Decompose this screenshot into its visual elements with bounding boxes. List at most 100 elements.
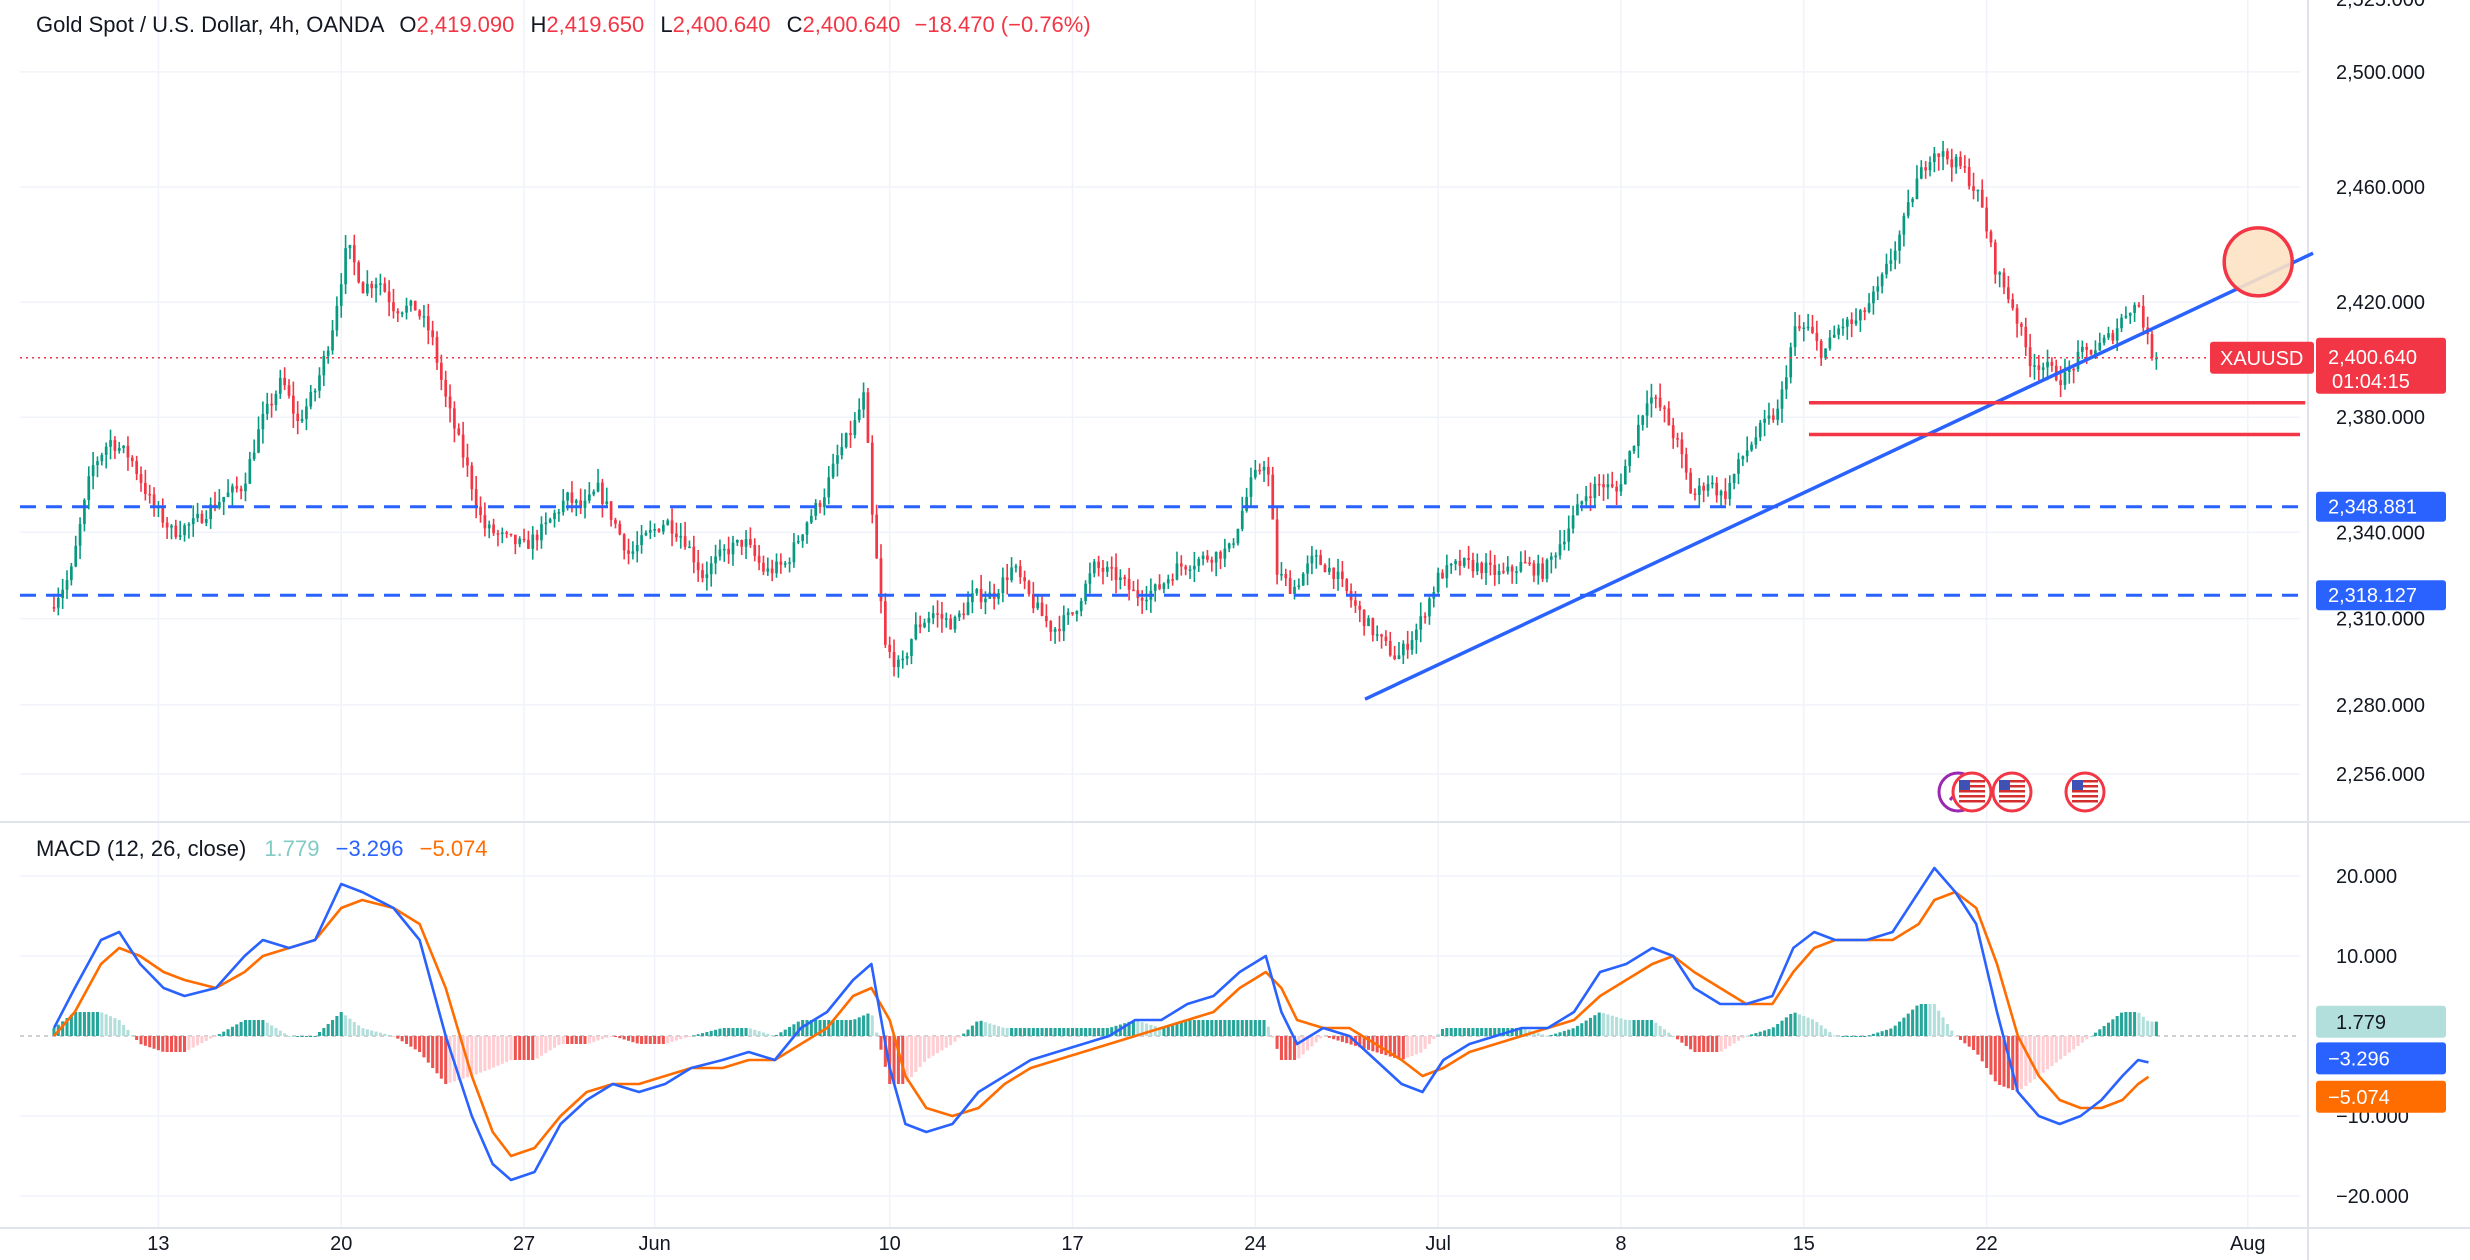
candle-body xyxy=(1441,572,1444,579)
candle-body xyxy=(1850,319,1854,324)
macd-histogram-bar xyxy=(1554,1033,1558,1036)
candle-body xyxy=(1584,496,1588,502)
macd-histogram-bar xyxy=(879,1036,883,1050)
macd-histogram-bar xyxy=(848,1020,853,1036)
symbol-title[interactable]: Gold Spot / U.S. Dollar, 4h, OANDA xyxy=(36,12,384,37)
candle-body xyxy=(2076,351,2080,370)
macd-histogram-bar xyxy=(1088,1028,1092,1036)
candle-body xyxy=(766,568,770,572)
macd-histogram-bar xyxy=(217,1034,221,1036)
macd-histogram-bar xyxy=(361,1028,365,1036)
macd-histogram-bar xyxy=(1597,1012,1601,1036)
macd-histogram-bar xyxy=(87,1012,91,1036)
candle-body xyxy=(592,491,596,495)
candle-body xyxy=(801,534,804,541)
candle-body xyxy=(1262,466,1266,471)
candle-body xyxy=(1684,454,1688,473)
macd-histogram-bar xyxy=(156,1036,160,1051)
candle-body xyxy=(1201,555,1205,560)
macd-histogram-bar xyxy=(1950,1030,1954,1036)
macd-histogram-bar xyxy=(653,1036,657,1044)
price-axis[interactable]: 2,500.000 2,460.000 2,420.000 2,380.000 2,34… xyxy=(2336,0,2425,1208)
economic-events[interactable] xyxy=(1937,771,2106,813)
candle-body xyxy=(392,302,395,312)
candle-body xyxy=(1859,310,1862,321)
candle-body xyxy=(1284,573,1288,579)
candle-body xyxy=(1654,397,1658,399)
macd-histogram-bar xyxy=(370,1030,374,1036)
candle-body xyxy=(661,524,665,532)
candle-body xyxy=(844,433,848,448)
macd-histogram-bar xyxy=(692,1035,696,1037)
macd-histogram-bar xyxy=(870,1015,874,1036)
macd-histogram-bar xyxy=(1110,1027,1114,1036)
macd-histogram-bar xyxy=(748,1028,752,1036)
candle-body xyxy=(1031,594,1035,609)
macd-title[interactable]: MACD (12, 26, close) xyxy=(36,836,247,861)
macd-histogram-bar xyxy=(126,1030,130,1036)
candle-body xyxy=(1963,166,1967,168)
macd-histogram-bar xyxy=(814,1020,818,1036)
candle-body xyxy=(640,535,643,546)
macd-histogram-bar xyxy=(1053,1028,1057,1036)
us-flag-event-icon[interactable] xyxy=(1951,771,1993,813)
macd-histogram-bar xyxy=(1941,1017,1945,1036)
candle-body xyxy=(1489,562,1492,565)
macd-histogram-bar xyxy=(1924,1004,1928,1036)
candle-body xyxy=(1306,563,1309,574)
macd-histogram-bar xyxy=(953,1036,957,1042)
candle-body xyxy=(1824,348,1827,358)
us-flag-event-icon[interactable] xyxy=(2064,771,2106,813)
candle-body xyxy=(144,482,147,494)
macd-histogram-bar xyxy=(470,1036,474,1076)
candle-body xyxy=(1911,199,1914,203)
candle-body xyxy=(466,457,469,466)
time-axis[interactable]: 13 20 27 Jun 10 17 24 Jul 8 15 22 Aug xyxy=(147,1233,2265,1255)
candle-body xyxy=(2115,328,2119,341)
macd-histogram-bar xyxy=(2067,1036,2071,1053)
candle-body xyxy=(809,515,813,523)
candle-body xyxy=(527,539,530,549)
macd-histogram-bar xyxy=(1262,1020,1266,1036)
price-tick-label: 2,310.000 xyxy=(2336,609,2425,631)
candle-body xyxy=(1119,577,1122,581)
candle-body xyxy=(231,486,234,493)
candle-body xyxy=(709,563,713,575)
candle-body xyxy=(657,529,661,532)
macd-histogram-bar xyxy=(474,1036,478,1075)
us-flag-event-icon[interactable] xyxy=(1991,771,2033,813)
macd-histogram-bar xyxy=(714,1029,718,1036)
candle-body xyxy=(1223,548,1227,559)
macd-histogram-bar xyxy=(592,1036,596,1042)
macd-histogram-bar xyxy=(113,1018,117,1036)
candle-body xyxy=(1650,397,1653,404)
candle-body xyxy=(1845,319,1849,327)
macd-histogram-bar xyxy=(1541,1034,1545,1036)
macd-histogram-bar xyxy=(1475,1028,1479,1036)
macd-histogram-bar xyxy=(2032,1036,2037,1080)
macd-histogram-bar xyxy=(1954,1036,1958,1037)
candle-body xyxy=(1327,567,1331,572)
candle-body xyxy=(953,617,957,630)
candle-body xyxy=(2007,287,2010,300)
macd-histogram-bar xyxy=(735,1028,739,1036)
macd-histogram-bar xyxy=(988,1023,992,1036)
macd-histogram-bar xyxy=(2050,1036,2054,1066)
macd-histogram-bar xyxy=(1319,1036,1323,1039)
macd-histogram-bar xyxy=(487,1036,491,1070)
candle-body xyxy=(1793,326,1797,348)
macd-histogram-bar xyxy=(1523,1029,1527,1036)
candle-body xyxy=(1075,611,1079,615)
candle-body xyxy=(1980,189,1984,208)
candle-body xyxy=(305,406,308,420)
macd-histogram-bar xyxy=(853,1019,857,1036)
candle-body xyxy=(1436,572,1440,593)
support-price-tag-box xyxy=(2316,491,2446,522)
candle-body xyxy=(191,518,195,525)
candle-body xyxy=(1532,563,1536,576)
macd-histogram-bar xyxy=(875,1032,879,1036)
candle-body xyxy=(361,282,365,294)
macd-histogram-bar xyxy=(1488,1028,1492,1036)
candle-body xyxy=(979,589,983,603)
